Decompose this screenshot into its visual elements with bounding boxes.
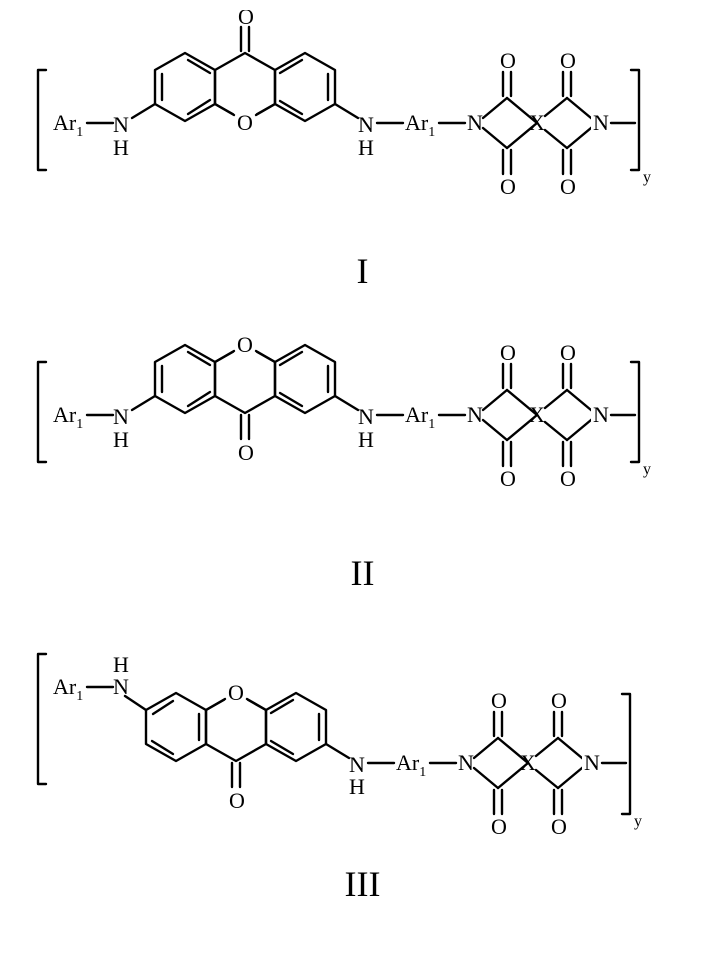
x-text-2: X <box>529 402 545 427</box>
ar1-right-3-text: Ar <box>396 750 420 775</box>
svg-text:Ar1: Ar1 <box>405 402 435 432</box>
o-carbonyl-3: O <box>229 788 245 813</box>
o-top-1: O <box>238 10 254 29</box>
h-right-3: H <box>349 774 365 799</box>
y-sub-3: y <box>634 813 642 830</box>
n-imide-right-3: N <box>584 750 600 775</box>
n-imide-left-3: N <box>458 750 474 775</box>
structure-block-2: Ar1 N H O <box>13 312 713 614</box>
o-l1-2: O <box>500 340 516 365</box>
ar1-right-1-text: Ar <box>405 110 429 135</box>
svg-text:Ar1: Ar1 <box>405 110 435 140</box>
roman-label-3: III <box>345 863 381 905</box>
y-sub-2: y <box>643 461 651 478</box>
chemical-structure-3: Ar1 H N O <box>13 614 713 859</box>
h-right-1: H <box>358 135 374 160</box>
n-imide-left-1: N <box>467 110 483 135</box>
chemical-structure-1: Ar1 N H <box>13 10 713 240</box>
n-imide-right-2: N <box>593 402 609 427</box>
ar1-left-sub: 1 <box>76 125 83 140</box>
n-left-3: N <box>113 674 129 699</box>
ar1-left-3-text: Ar <box>53 674 77 699</box>
o-l2-1: O <box>500 174 516 199</box>
o-l1-3: O <box>491 688 507 713</box>
n-right-2: N <box>358 404 374 429</box>
o-r1-2: O <box>560 340 576 365</box>
ar1-left-2-sub: 1 <box>76 417 83 432</box>
structure-block-3: Ar1 H N O <box>13 614 713 925</box>
ar1-right-3-sub: 1 <box>419 765 426 780</box>
chemical-structure-2: Ar1 N H O <box>13 312 713 542</box>
svg-text:Ar1: Ar1 <box>53 674 83 704</box>
x-text-3: X <box>520 750 536 775</box>
h-right-2: H <box>358 427 374 452</box>
o-r2-2: O <box>560 466 576 491</box>
n-imide-left-2: N <box>467 402 483 427</box>
o-r1-1: O <box>560 48 576 73</box>
h-left-2: H <box>113 427 129 452</box>
svg-text:Ar1: Ar1 <box>53 402 83 432</box>
roman-label-2: II <box>351 552 375 594</box>
o-ring-2: O <box>237 332 253 357</box>
o-l2-3: O <box>491 814 507 839</box>
y-sub-1: y <box>643 169 651 186</box>
svg-text:Ar1: Ar1 <box>53 110 83 140</box>
x-text-1: X <box>529 110 545 135</box>
o-l1-1: O <box>500 48 516 73</box>
o-l2-2: O <box>500 466 516 491</box>
n-right-1: N <box>358 112 374 137</box>
h-left-1: H <box>113 135 129 160</box>
o-ring-3: O <box>228 680 244 705</box>
o-r2-1: O <box>560 174 576 199</box>
o-carbonyl-2: O <box>238 440 254 465</box>
n-left-1: N <box>113 112 129 137</box>
ar1-left-3-sub: 1 <box>76 689 83 704</box>
o-ring-1: O <box>237 110 253 135</box>
ar1-left-2-text: Ar <box>53 402 77 427</box>
svg-text:Ar1: Ar1 <box>396 750 426 780</box>
ar1-right-2-sub: 1 <box>428 417 435 432</box>
n-imide-right-1: N <box>593 110 609 135</box>
page: Ar1 N H <box>0 0 725 974</box>
structure-block-1: Ar1 N H <box>13 10 713 312</box>
roman-label-1: I <box>357 250 369 292</box>
ar1-left-text: Ar <box>53 110 77 135</box>
o-r1-3: O <box>551 688 567 713</box>
ar1-right-1-sub: 1 <box>428 125 435 140</box>
o-r2-3: O <box>551 814 567 839</box>
n-left-2: N <box>113 404 129 429</box>
ar1-right-2-text: Ar <box>405 402 429 427</box>
